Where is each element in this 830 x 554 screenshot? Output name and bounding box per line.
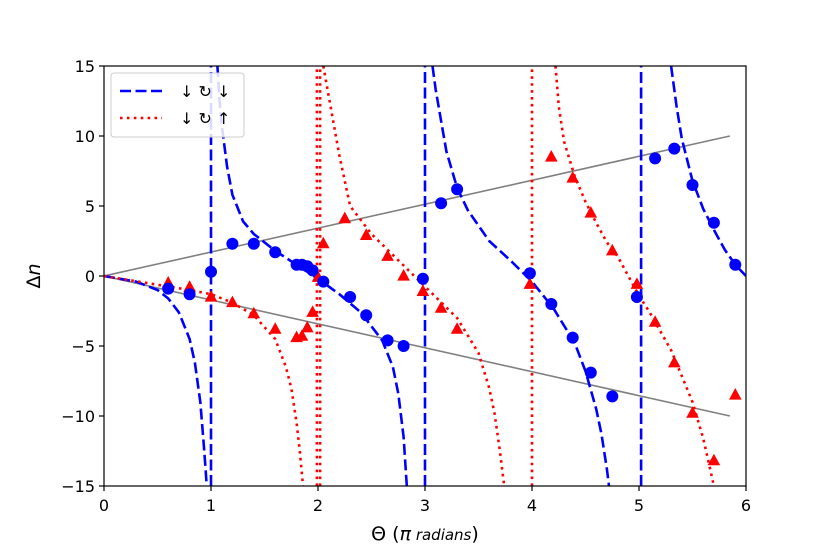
blue-circle-point: [247, 237, 260, 250]
red-triangle-point: [306, 305, 319, 317]
red-triangle-point: [397, 269, 410, 281]
red-triangle-point: [204, 290, 218, 302]
x-label-unit: radians: [411, 526, 472, 544]
red-triangle-point: [434, 301, 448, 313]
guide-line-0: [104, 135, 731, 277]
blue-circle-point: [397, 340, 410, 352]
red-triangle-point: [648, 315, 662, 327]
red-triangle-point: [226, 295, 239, 308]
red-triangle-point: [566, 171, 579, 183]
blue-circle-point: [707, 216, 720, 229]
blue-circle-point: [584, 366, 597, 379]
red-triangle-point: [606, 243, 619, 256]
x-tick-label: 4: [527, 496, 537, 515]
y-axis-ticks: −15 −10 −5 0 5 10 15: [61, 57, 104, 496]
y-label-main: Δ: [23, 276, 45, 289]
x-tick-label: 0: [99, 496, 109, 515]
red-triangle-point: [247, 306, 261, 319]
red-triangle-point: [686, 406, 699, 418]
red-triangle-point: [523, 277, 537, 289]
blue-circle-point: [269, 246, 282, 259]
x-tick-label: 3: [420, 496, 430, 515]
x-axis-label: Θ (π radians): [371, 523, 479, 545]
red-triangle-point: [707, 453, 721, 466]
red-triangle-point: [729, 388, 742, 400]
blue-circle-point: [183, 288, 196, 301]
red-triangle-point: [295, 329, 309, 341]
red-triangle-point: [183, 280, 196, 292]
y-tick-label: 0: [85, 267, 95, 286]
red-triangle-point: [359, 228, 373, 240]
y-tick-label: −5: [71, 337, 95, 356]
blue-circle-point: [523, 267, 536, 280]
x-label-close: ): [471, 523, 478, 545]
red-triangle-point: [381, 249, 394, 261]
data-points: [161, 142, 742, 466]
blue-curve-segment-4: [431, 66, 611, 486]
blue-circle-point: [162, 282, 175, 295]
legend-label-red: ↓ ↻ ↑: [180, 109, 230, 128]
blue-circle-point: [360, 309, 373, 322]
red-triangle-point: [317, 236, 330, 249]
blue-circle-point: [317, 275, 330, 288]
y-axis-label: Δn: [23, 263, 45, 288]
blue-circle-point: [545, 298, 558, 310]
red-triangle-point: [268, 322, 282, 334]
blue-circle-point: [606, 390, 619, 403]
y-tick-label: −15: [61, 477, 95, 496]
blue-circle-point: [226, 237, 239, 250]
blue-circle-point: [729, 258, 742, 271]
blue-circle-point: [205, 265, 217, 278]
x-label-symbol: π: [400, 523, 412, 545]
legend-label-blue: ↓ ↻ ↓: [180, 82, 230, 101]
red-triangle-point: [630, 277, 644, 289]
red-triangle-point: [416, 284, 430, 296]
blue-circle-point: [566, 331, 579, 344]
x-tick-label: 5: [634, 496, 644, 515]
blue-curve-segment-6: [669, 66, 746, 277]
blue-circle-point: [306, 264, 319, 277]
red-triangle-point: [301, 320, 314, 333]
blue-circle-point: [416, 272, 429, 285]
y-label-symbol: n: [23, 263, 45, 275]
blue-circle-point: [451, 183, 464, 196]
x-tick-label: 1: [206, 496, 216, 515]
blue-circle-point: [435, 197, 448, 210]
y-tick-label: 15: [75, 57, 95, 76]
red-triangle-point: [338, 211, 352, 224]
red-triangle-point: [450, 322, 464, 334]
blue-circle-point: [344, 291, 357, 303]
y-tick-label: 5: [85, 197, 95, 216]
red-triangle-point: [584, 206, 598, 218]
y-tick-label: −10: [61, 407, 95, 426]
x-tick-label: 6: [741, 496, 751, 515]
red-triangle-point: [545, 150, 558, 162]
fit-curves: [104, 66, 746, 486]
blue-circle-point: [686, 179, 699, 191]
x-tick-label: 2: [313, 496, 323, 515]
blue-circle-point: [381, 334, 394, 347]
blue-circle-point: [649, 152, 662, 165]
x-label-main: Θ (: [371, 523, 399, 545]
y-tick-label: 10: [75, 127, 95, 146]
blue-circle-point: [668, 142, 681, 155]
blue-curve-segment-2: [216, 66, 409, 486]
red-curve-segment-3: [322, 66, 506, 486]
red-triangle-point: [668, 355, 681, 368]
blue-circle-point: [630, 291, 643, 303]
x-axis-ticks: 0 1 2 3 4 5 6: [99, 486, 751, 515]
blue-curve-segment-0: [104, 274, 208, 486]
legend: ↓ ↻ ↓ ↓ ↻ ↑: [110, 72, 245, 138]
legend-box: [110, 72, 245, 138]
